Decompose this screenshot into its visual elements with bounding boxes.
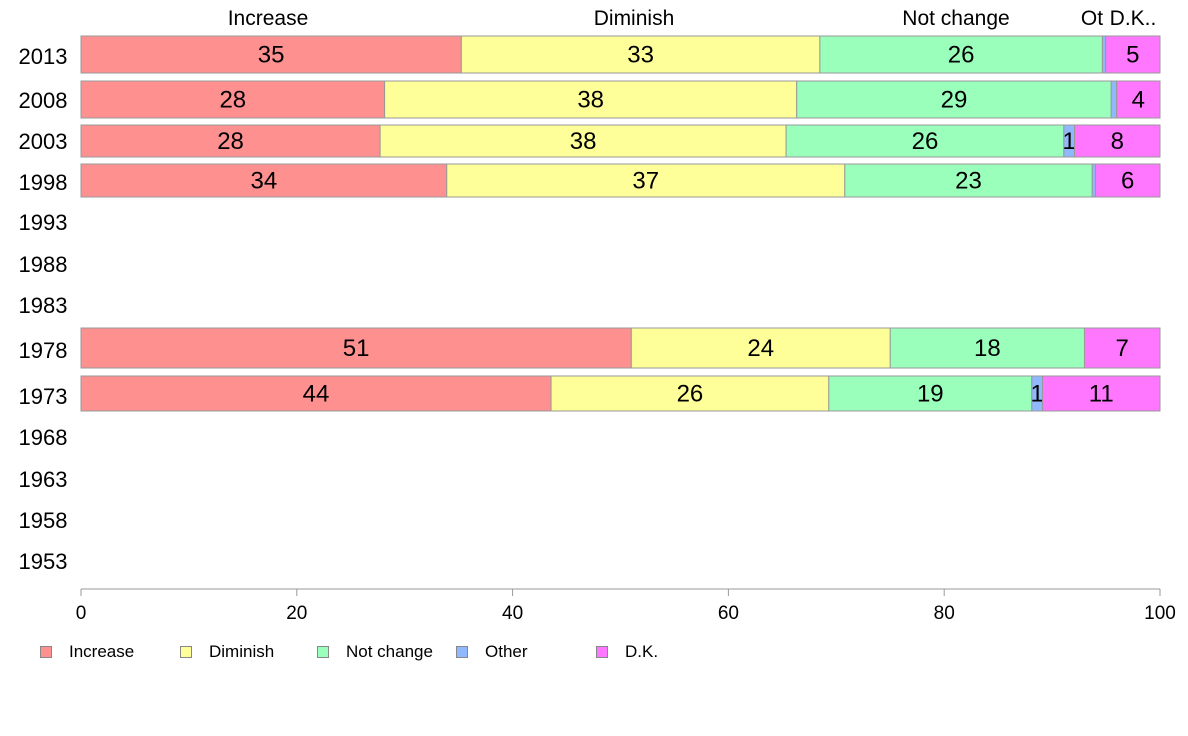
year-tick-label: 2003 — [19, 129, 68, 154]
year-tick-label: 1978 — [19, 338, 68, 363]
legend-swatch — [40, 646, 52, 658]
legend-label: Other — [485, 642, 528, 661]
legend-label: Increase — [69, 642, 135, 661]
bar-segment — [796, 80, 1112, 119]
bar-segment — [550, 375, 830, 412]
year-tick-label: 1993 — [19, 210, 68, 235]
bar-segment — [80, 124, 381, 158]
bar-value-label: 7 — [1116, 335, 1129, 362]
bar-segment — [80, 375, 552, 412]
bar-segment — [1110, 80, 1118, 119]
x-tick-label: 80 — [934, 603, 955, 624]
bar-value-label: 8 — [1111, 128, 1124, 155]
bar-segment — [785, 124, 1065, 158]
top-series-label: Ot — [1081, 7, 1103, 30]
bar-segment — [80, 327, 632, 369]
year-tick-label: 2008 — [19, 88, 68, 113]
legend-item: Diminish — [180, 640, 274, 664]
bar-value-label: 28 — [219, 87, 246, 114]
bar-segment — [1105, 35, 1161, 74]
bar-value-label: 28 — [217, 128, 244, 155]
bar-segment — [1041, 375, 1161, 412]
bar-value-label: 35 — [258, 42, 285, 69]
year-tick-label: 2013 — [19, 44, 68, 69]
legend-swatch — [317, 646, 329, 658]
bar-value-label: 37 — [632, 168, 659, 195]
year-tick-label: 1998 — [19, 170, 68, 195]
legend-label: Not change — [346, 642, 433, 661]
bar-value-label: 18 — [974, 335, 1001, 362]
bar-value-label: 26 — [912, 128, 939, 155]
year-tick-label: 1988 — [19, 252, 68, 277]
legend-item: Not change — [317, 640, 433, 664]
bar-segment — [446, 163, 846, 198]
bar-segment — [1116, 80, 1161, 119]
bar-segment — [889, 327, 1085, 369]
top-series-label: Increase — [228, 7, 309, 30]
bar-value-label: 23 — [955, 168, 982, 195]
bar-segment — [80, 80, 386, 119]
bar-segment — [819, 35, 1103, 74]
bar-value-label: 5 — [1126, 42, 1139, 69]
bar-segment — [80, 35, 462, 74]
legend-item: Increase — [40, 640, 134, 664]
bar-segment — [828, 375, 1033, 412]
bar-value-label: 19 — [917, 381, 944, 408]
x-tick-label: 60 — [718, 603, 739, 624]
bar-segment — [379, 124, 787, 158]
x-tick-label: 40 — [502, 603, 523, 624]
bar-value-label: 1 — [1063, 128, 1076, 155]
chart-legend: Increase Diminish Not change Other D.K. — [40, 640, 1140, 664]
top-series-label: Not change — [902, 7, 1009, 30]
x-tick-label: 0 — [76, 603, 87, 624]
bar-value-label: 38 — [570, 128, 597, 155]
top-series-label: Diminish — [594, 7, 675, 30]
bar-value-label: 51 — [343, 335, 370, 362]
legend-item: D.K. — [596, 640, 658, 664]
x-tick-label: 20 — [286, 603, 307, 624]
bar-value-label: 26 — [677, 381, 704, 408]
bar-value-label: 4 — [1132, 87, 1145, 114]
bar-value-label: 11 — [1089, 381, 1114, 408]
bar-segment — [844, 163, 1093, 198]
legend-label: Diminish — [209, 642, 275, 661]
bar-value-label: 6 — [1121, 168, 1134, 195]
legend-swatch — [456, 646, 468, 658]
top-series-label: D.K.. — [1110, 7, 1157, 30]
bar-segment — [80, 163, 448, 198]
year-tick-label: 1953 — [19, 549, 68, 574]
year-tick-label: 1968 — [19, 425, 68, 450]
bar-value-label: 33 — [627, 42, 654, 69]
bar-segment — [1083, 327, 1161, 369]
bar-segment — [1074, 124, 1161, 158]
year-tick-label: 1958 — [19, 508, 68, 533]
legend-swatch — [596, 646, 608, 658]
bar-value-label: 29 — [941, 87, 968, 114]
bar-value-label: 44 — [303, 381, 330, 408]
bar-value-label: 24 — [747, 335, 774, 362]
x-tick-label: 100 — [1144, 603, 1176, 624]
bar-value-label: 1 — [1030, 381, 1043, 408]
year-tick-label: 1983 — [19, 293, 68, 318]
bar-segment — [630, 327, 891, 369]
legend-label: D.K. — [625, 642, 659, 661]
bar-segment — [1094, 163, 1161, 198]
year-tick-label: 1973 — [19, 384, 68, 409]
year-tick-label: 1963 — [19, 467, 68, 492]
bar-value-label: 26 — [948, 42, 975, 69]
legend-swatch — [180, 646, 192, 658]
bar-segment — [460, 35, 821, 74]
bar-value-label: 34 — [251, 168, 278, 195]
legend-item: Other — [456, 640, 528, 664]
bar-value-label: 38 — [577, 87, 604, 114]
bar-segment — [384, 80, 798, 119]
